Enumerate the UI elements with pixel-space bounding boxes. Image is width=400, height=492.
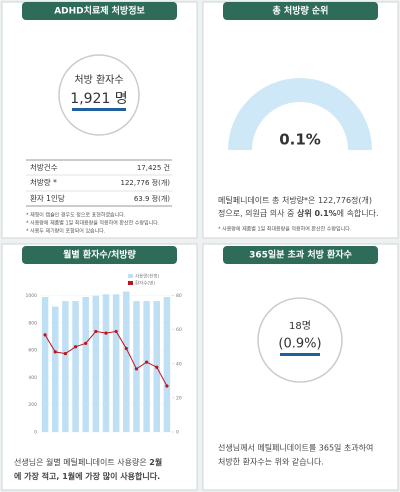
bar [82, 297, 89, 432]
stat-value: 17,425 건 [137, 163, 170, 172]
circle [257, 297, 343, 383]
point [134, 367, 139, 371]
note: * 사용량에 제품별 1일 최대용량을 적용하여 환산한 수량입니다. [218, 226, 352, 233]
y-tick-label: 1000 [26, 293, 38, 299]
panel-title: 월별 환자수/처방량 [63, 249, 136, 261]
bar [92, 295, 100, 432]
point [114, 329, 118, 334]
text: 선생님은 월별 메틸페니데이트 사용량은 [14, 457, 149, 467]
panel-title: 365일분 초과 처방 환자수 [249, 249, 352, 261]
stat-label: 처방건수 [30, 162, 58, 172]
point [73, 345, 78, 349]
description: 에 가장 적고, 1월에 가장 많이 사용합니다. [14, 471, 160, 481]
y2-tick-label: 0 [176, 430, 179, 436]
legend-swatch [128, 281, 133, 285]
description: 정으로, 의원급 의사 중 상위 0.1%에 속합니다. [218, 208, 379, 218]
text: 상위 0.1% [297, 208, 337, 218]
point [63, 351, 67, 356]
circle-value: (0.9%) [278, 337, 321, 352]
y2-tick-label: 80 [176, 293, 182, 299]
circle [58, 54, 140, 136]
y2-tick-label: 20 [176, 395, 182, 401]
note: * 사용두 제기량이 포함되어 있습니다. [26, 228, 106, 235]
gauge-value: 0.1% [279, 131, 321, 149]
bar [41, 297, 49, 432]
note: * 제형이 캡슐인 경우도 정으로 표현하였습니다. [26, 212, 126, 219]
panel-header [223, 2, 378, 20]
stat-label: 환자 1인당 [30, 193, 65, 203]
text: 에 속합니다. [337, 208, 379, 218]
panel-header [22, 246, 177, 264]
circle-label: 처방 환자수 [74, 74, 123, 86]
stat-label: 처방량 * [30, 177, 57, 187]
bar [112, 294, 120, 432]
bar [133, 301, 140, 432]
point [155, 365, 159, 369]
point [104, 331, 108, 335]
point [84, 341, 88, 345]
legend-swatch [128, 274, 133, 278]
circle-value: 1,921 명 [70, 91, 127, 107]
circle-label: 18명 [289, 320, 311, 332]
description: 선생님은 월별 메틸페니데이트 사용량은 2월 [14, 457, 162, 467]
y-tick-label: 800 [28, 320, 37, 326]
stat-value: 122,776 정(개) [120, 178, 170, 187]
legend-label: 사용량(천정) [135, 273, 159, 280]
y-tick-label: 200 [28, 402, 37, 408]
text: 메틸페니데이트 총 처방량*은 122,776정(개) [218, 195, 372, 205]
bar [102, 294, 110, 432]
bar [143, 301, 150, 432]
panel-header [223, 246, 378, 264]
y-tick-label: 600 [28, 348, 37, 354]
y-tick-label: 0 [34, 430, 37, 436]
stat-value: 63.9 정(개) [134, 194, 170, 203]
point [94, 329, 98, 334]
text: 2월 [149, 457, 162, 467]
description: 처방한 환자수는 위와 같습니다. [218, 457, 324, 467]
underline [72, 108, 126, 111]
text: 에 가장 적고, 1월에 가장 많이 사용합니다. [14, 471, 160, 481]
y-tick-label: 400 [28, 375, 37, 381]
description: 메틸페니데이트 총 처방량*은 122,776정(개) [218, 195, 372, 205]
bar [51, 306, 59, 432]
point [145, 360, 149, 364]
panel-header [22, 2, 177, 20]
point [165, 384, 169, 388]
point [53, 350, 57, 354]
description: 선생님께서 메틸페니데이트를 365일 초과하여 [218, 443, 373, 453]
point [124, 346, 128, 351]
gauge [228, 78, 372, 150]
bar [62, 301, 69, 432]
note: * 사용량에 제품별 1일 최대용량을 적용하여 환산한 수량입니다. [26, 220, 160, 227]
point [43, 333, 47, 337]
y2-tick-label: 60 [176, 327, 182, 333]
bar [123, 291, 130, 432]
bar [72, 301, 79, 432]
bar [163, 297, 171, 432]
y2-tick-label: 40 [176, 361, 182, 367]
underline [280, 353, 320, 356]
panel-title: ADHD치료제 처방정보 [54, 5, 145, 17]
legend-label: 환자수(명) [135, 280, 155, 287]
text: 정으로, 의원급 의사 중 [218, 208, 297, 218]
panel-title: 총 처방량 순위 [273, 5, 329, 17]
